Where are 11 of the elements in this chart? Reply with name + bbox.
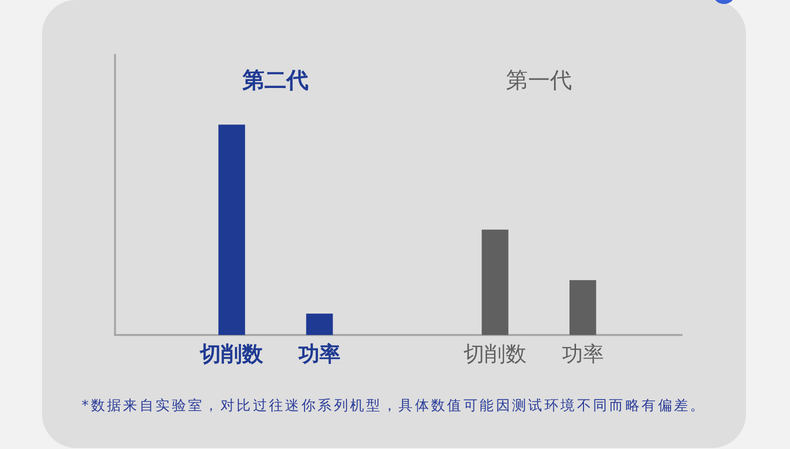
text: 第一代 bbox=[506, 68, 572, 94]
x-tick-label: 功率 bbox=[562, 342, 604, 366]
bar bbox=[218, 124, 246, 335]
series-label: 第二代 bbox=[242, 68, 309, 94]
bar bbox=[569, 280, 596, 335]
bar bbox=[306, 314, 333, 335]
text: *数据来自实验室，对比过往迷你系列机型，具体数值可能因测试环境不同而略有偏差。 bbox=[82, 397, 706, 416]
bar bbox=[482, 230, 508, 335]
x-tick-label: 切削数 bbox=[464, 342, 527, 366]
x-tick-label: 功率 bbox=[298, 342, 341, 366]
x-tick-label: 切削数 bbox=[199, 342, 264, 366]
